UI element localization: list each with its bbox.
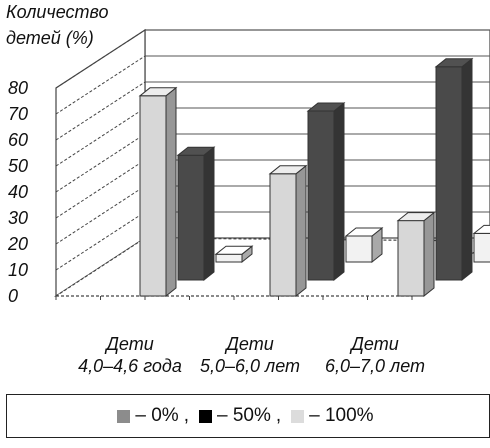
legend-separator: ,: [183, 405, 189, 426]
bar-front: [307, 110, 335, 281]
y-tick-label: 60: [8, 130, 28, 150]
bar-front: [269, 173, 297, 297]
y-axis-label-line2: детей (%): [6, 28, 94, 48]
bar-top: [176, 146, 216, 156]
legend-swatch: [117, 409, 131, 423]
bar-side: [461, 57, 473, 282]
bar-top: [434, 58, 474, 68]
bar: [138, 86, 178, 298]
bar-front: [473, 232, 490, 263]
legend-item: – 100%: [291, 405, 378, 427]
bar-side: [333, 101, 345, 282]
y-tick-label: 10: [8, 260, 28, 280]
bar-front: [345, 235, 373, 263]
grid-line-side: [55, 133, 146, 193]
bar-top: [138, 87, 178, 97]
y-tick-label: 0: [8, 286, 18, 306]
y-axis-label-line1: Количество: [6, 2, 109, 22]
bar: [472, 224, 490, 263]
legend-item: – 50%,: [198, 405, 282, 427]
bar-side: [203, 146, 215, 282]
category-label-line2: 5,0–6,0 лет: [200, 356, 300, 376]
y-tick-label: 30: [8, 208, 28, 228]
bar-side: [295, 164, 307, 298]
legend-swatch: [198, 409, 212, 423]
bar-top: [396, 212, 436, 222]
bar-top: [472, 224, 490, 234]
bar-top: [214, 245, 254, 255]
y-tick-label: 20: [7, 234, 28, 254]
bar: [396, 211, 436, 298]
labels-layer: Количество детей (%) 0 10 20 30 40 50 60 70 80 Де…: [6, 2, 425, 376]
bar: [306, 101, 346, 282]
bars-layer: [138, 57, 490, 298]
y-tick-label: 50: [8, 156, 28, 176]
bar-front: [435, 66, 463, 281]
bar-front: [397, 220, 425, 297]
bar-top: [268, 165, 308, 175]
grid-line-side: [55, 29, 146, 89]
bar-top: [306, 102, 346, 112]
legend-item: – 0%,: [117, 405, 189, 427]
legend-swatch: [291, 409, 305, 423]
bar: [434, 57, 474, 282]
y-tick-label: 80: [8, 78, 28, 98]
grid-line-side: [55, 185, 146, 245]
y-tick-label: 70: [8, 104, 28, 124]
legend-label: – 100%: [309, 405, 374, 426]
bar: [176, 146, 216, 282]
bar-front: [139, 95, 167, 297]
bar-top: [344, 227, 384, 237]
grid-line-side: [55, 211, 146, 271]
bar: [214, 245, 254, 264]
category-label-line1: Дети: [224, 334, 274, 354]
bar-side: [423, 211, 435, 298]
legend-label: – 0%: [135, 405, 179, 426]
grid-line-side: [55, 81, 146, 141]
category-label-line2: 4,0–4,6 года: [78, 356, 182, 376]
bar: [268, 164, 308, 298]
grid-line-side: [55, 55, 146, 115]
grid-line-side: [55, 159, 146, 219]
bar: [344, 226, 384, 264]
legend-label: – 50%: [216, 405, 271, 426]
legend: – 0%, – 50%, – 100%: [6, 394, 490, 438]
bar-front: [215, 253, 243, 263]
category-label-line1: Дети: [349, 334, 399, 354]
bar-side: [165, 86, 177, 298]
category-label-line1: Дети: [104, 334, 154, 354]
y-tick-label: 40: [8, 182, 28, 202]
category-label-line2: 6,0–7,0 лет: [325, 356, 425, 376]
legend-separator: ,: [275, 405, 282, 426]
grid-line-side: [55, 107, 146, 167]
bar-front: [177, 154, 205, 281]
